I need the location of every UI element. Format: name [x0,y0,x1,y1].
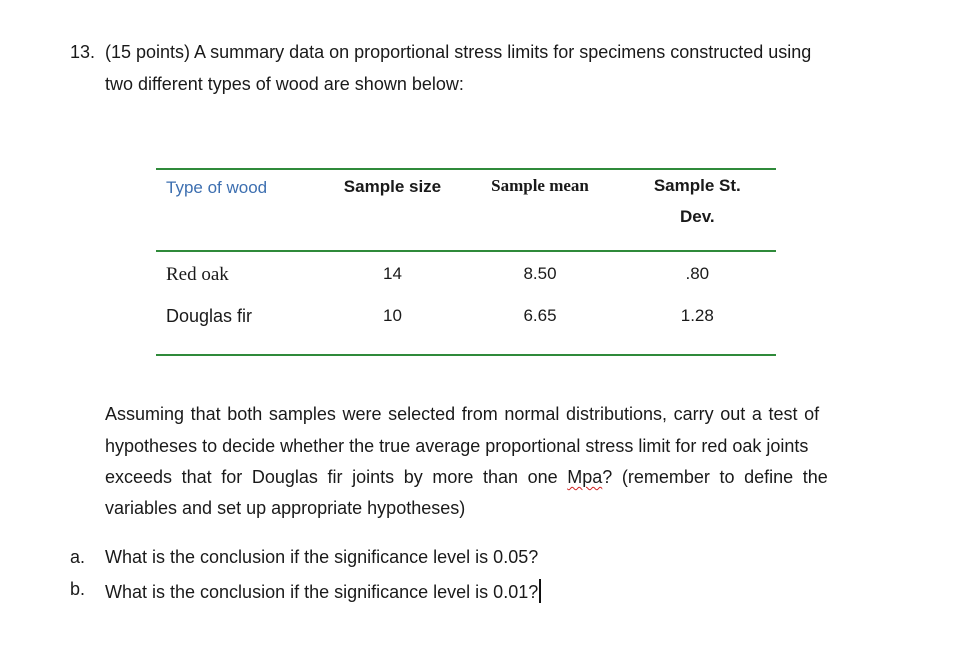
question-text-line2: two different types of wood are shown be… [105,74,464,94]
cell-size: 14 [383,264,402,283]
table-header-row: Type of wood Sample size Sample mean Sam… [156,169,776,251]
header-sample-size: Sample size [343,177,442,196]
list-marker: b. [70,579,86,599]
header-sd-line2: Dev. [679,207,715,226]
paragraph-line3: exceeds that for Douglas fir joints by m… [105,467,828,488]
paragraph-line1: Assuming that both samples were selected… [105,404,820,424]
header-type-of-wood: Type of wood [166,178,268,197]
cell-size: 10 [383,306,402,325]
text-cursor [539,579,542,603]
list-marker: a. [70,547,86,567]
table-row: Douglas fir 10 6.65 1.28 [156,298,776,355]
question-text-line1: (15 points) A summary data on proportion… [105,42,812,62]
cell-mean: 6.65 [523,306,557,325]
summary-data-table: Type of wood Sample size Sample mean Sam… [156,168,776,356]
cell-mean: 8.50 [523,264,557,283]
table-row: Red oak 14 8.50 .80 [156,251,776,298]
list-item-text: What is the conclusion if the significan… [105,582,539,602]
question-number: 13. [70,42,96,62]
paragraph-line3-before: exceeds that for Douglas fir joints by m… [105,467,558,487]
paragraph-line4: variables and set up appropriate hypothe… [105,498,466,518]
spellcheck-flagged-word[interactable]: Mpa [567,467,603,487]
cell-sd: .80 [685,264,710,283]
header-sample-mean: Sample mean [491,176,589,195]
list-item-text: What is the conclusion if the significan… [105,547,539,567]
header-sd-line1: Sample St. [653,176,741,195]
paragraph-line3-after: ? (remember to define the [602,467,828,487]
header-sample-st-dev: Sample St. Dev. [619,169,776,251]
cell-sd: 1.28 [680,306,714,325]
cell-type: Red oak [166,264,229,285]
paragraph-line2: hypotheses to decide whether the true av… [105,436,809,456]
cell-type: Douglas fir [166,306,253,326]
